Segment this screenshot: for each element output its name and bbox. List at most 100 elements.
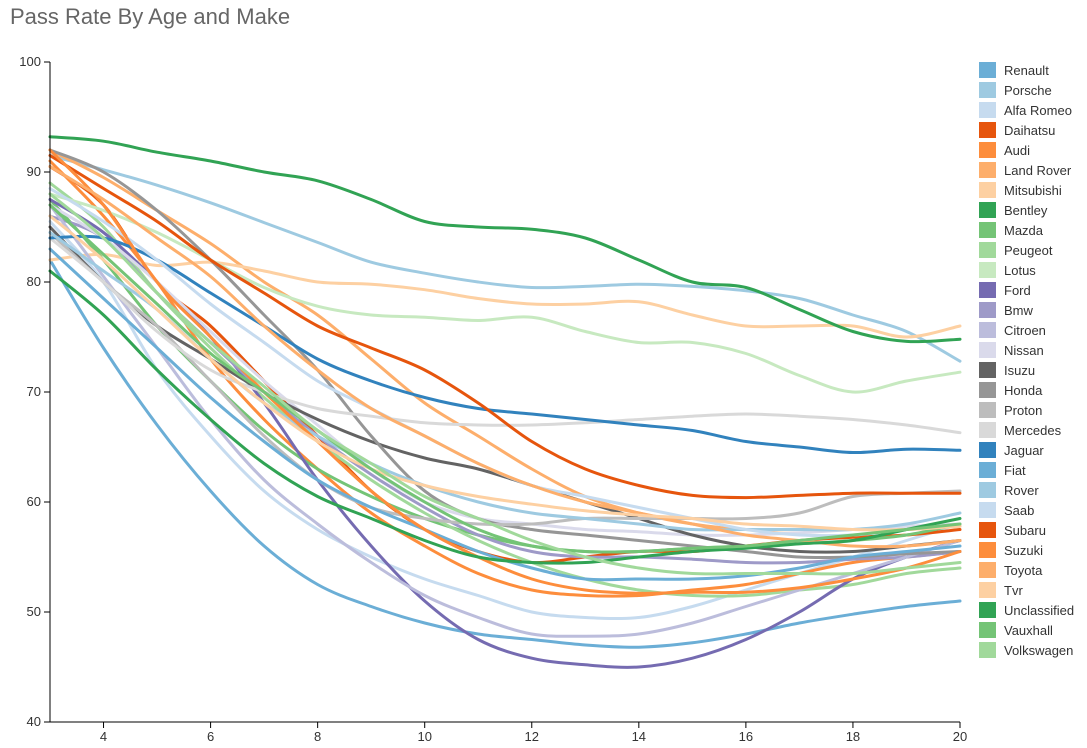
series-line-saab[interactable]	[48, 187, 962, 538]
legend-swatch	[979, 582, 996, 598]
legend-swatch	[979, 202, 996, 218]
legend-item-suzuki[interactable]: Suzuki	[979, 542, 1043, 558]
legend-item-mercedes[interactable]: Mercedes	[979, 422, 1062, 438]
series-line-porsche[interactable]	[48, 154, 962, 363]
y-tick-label: 90	[27, 164, 41, 179]
x-tick-label: 16	[739, 729, 753, 744]
legend-label: Proton	[1004, 403, 1042, 418]
series-line-land-rover[interactable]	[48, 148, 962, 532]
x-tick-label: 10	[417, 729, 431, 744]
legend-swatch	[979, 622, 996, 638]
legend-swatch	[979, 122, 996, 138]
legend-label: Isuzu	[1004, 363, 1035, 378]
series-line-isuzu[interactable]	[48, 225, 962, 554]
x-tick-label: 6	[207, 729, 214, 744]
legend-label: Tvr	[1004, 583, 1023, 598]
series-line-citroen[interactable]	[48, 203, 962, 638]
series-line-bentley[interactable]	[48, 135, 962, 344]
legend-item-saab[interactable]: Saab	[979, 502, 1034, 518]
legend-item-alfa-romeo[interactable]: Alfa Romeo	[979, 102, 1072, 118]
legend-label: Subaru	[1004, 523, 1046, 538]
legend-item-lotus[interactable]: Lotus	[979, 262, 1036, 278]
legend-item-vauxhall[interactable]: Vauxhall	[979, 622, 1053, 638]
legend-swatch	[979, 282, 996, 298]
legend-swatch	[979, 102, 996, 118]
legend-swatch	[979, 82, 996, 98]
series-line-ford[interactable]	[48, 198, 962, 669]
series-line-proton[interactable]	[48, 231, 962, 527]
legend-label: Citroen	[1004, 323, 1046, 338]
legend-label: Ford	[1004, 283, 1031, 298]
series-line-vauxhall[interactable]	[48, 203, 962, 554]
legend-item-mazda[interactable]: Mazda	[979, 222, 1044, 238]
series-line-mercedes[interactable]	[48, 236, 962, 435]
legend-item-porsche[interactable]: Porsche	[979, 82, 1052, 98]
series-line-unclassified[interactable]	[48, 269, 962, 565]
legend-swatch	[979, 162, 996, 178]
series-line-fiat[interactable]	[48, 247, 962, 582]
chart-title: Pass Rate By Age and Make	[10, 4, 291, 29]
legend-item-jaguar[interactable]: Jaguar	[979, 442, 1044, 458]
series-line-renault[interactable]	[48, 258, 962, 649]
series-line-subaru[interactable]	[48, 154, 962, 500]
legend-item-daihatsu[interactable]: Daihatsu	[979, 122, 1055, 138]
legend-swatch	[979, 322, 996, 338]
legend-item-tvr[interactable]: Tvr	[979, 582, 1023, 598]
series-line-tvr[interactable]	[48, 214, 962, 532]
legend-item-fiat[interactable]: Fiat	[979, 462, 1026, 478]
legend-item-rover[interactable]: Rover	[979, 482, 1039, 498]
legend-swatch	[979, 302, 996, 318]
legend-label: Bentley	[1004, 203, 1048, 218]
legend-swatch	[979, 242, 996, 258]
series-line-jaguar[interactable]	[48, 234, 962, 455]
legend-label: Nissan	[1004, 343, 1044, 358]
y-tick-label: 40	[27, 714, 41, 729]
series-lines	[48, 135, 962, 669]
legend-item-toyota[interactable]: Toyota	[979, 562, 1043, 578]
series-line-mitsubishi[interactable]	[48, 252, 962, 339]
legend-swatch	[979, 222, 996, 238]
legend-item-land-rover[interactable]: Land Rover	[979, 162, 1072, 178]
legend-label: Saab	[1004, 503, 1034, 518]
y-tick-label: 60	[27, 494, 41, 509]
legend-item-isuzu[interactable]: Isuzu	[979, 362, 1035, 378]
legend-item-peugeot[interactable]: Peugeot	[979, 242, 1053, 258]
y-tick-label: 50	[27, 604, 41, 619]
legend-label: Unclassified	[1004, 603, 1074, 618]
series-line-nissan[interactable]	[48, 203, 962, 537]
x-tick-label: 8	[314, 729, 321, 744]
legend-label: Mercedes	[1004, 423, 1062, 438]
legend-swatch	[979, 62, 996, 78]
legend-label: Renault	[1004, 63, 1049, 78]
legend-item-subaru[interactable]: Subaru	[979, 522, 1046, 538]
legend-item-mitsubishi[interactable]: Mitsubishi	[979, 182, 1062, 198]
x-tick-label: 12	[525, 729, 539, 744]
series-line-volkswagen[interactable]	[48, 192, 962, 576]
x-tick-label: 18	[846, 729, 860, 744]
legend-item-bmw[interactable]: Bmw	[979, 302, 1034, 318]
legend-item-renault[interactable]: Renault	[979, 62, 1049, 78]
legend-item-bentley[interactable]: Bentley	[979, 202, 1048, 218]
legend-item-unclassified[interactable]: Unclassified	[979, 602, 1074, 618]
legend-label: Fiat	[1004, 463, 1026, 478]
legend-item-audi[interactable]: Audi	[979, 142, 1030, 158]
legend-item-volkswagen[interactable]: Volkswagen	[979, 642, 1073, 658]
legend-swatch	[979, 182, 996, 198]
legend-item-ford[interactable]: Ford	[979, 282, 1031, 298]
legend-item-nissan[interactable]: Nissan	[979, 342, 1044, 358]
series-line-daihatsu[interactable]	[48, 165, 962, 565]
legend-item-citroen[interactable]: Citroen	[979, 322, 1046, 338]
legend-item-honda[interactable]: Honda	[979, 382, 1043, 398]
legend-label: Land Rover	[1004, 163, 1072, 178]
legend-label: Mazda	[1004, 223, 1044, 238]
legend-swatch	[979, 442, 996, 458]
legend-label: Volkswagen	[1004, 643, 1073, 658]
legend-item-proton[interactable]: Proton	[979, 402, 1042, 418]
legend-label: Alfa Romeo	[1004, 103, 1072, 118]
legend-label: Porsche	[1004, 83, 1052, 98]
legend-swatch	[979, 462, 996, 478]
y-tick-label: 80	[27, 274, 41, 289]
axes: 40 50 60 70 80 90 100 4 6 8 10 12 14 16 18 20	[19, 54, 967, 744]
series-line-lotus[interactable]	[48, 192, 962, 394]
